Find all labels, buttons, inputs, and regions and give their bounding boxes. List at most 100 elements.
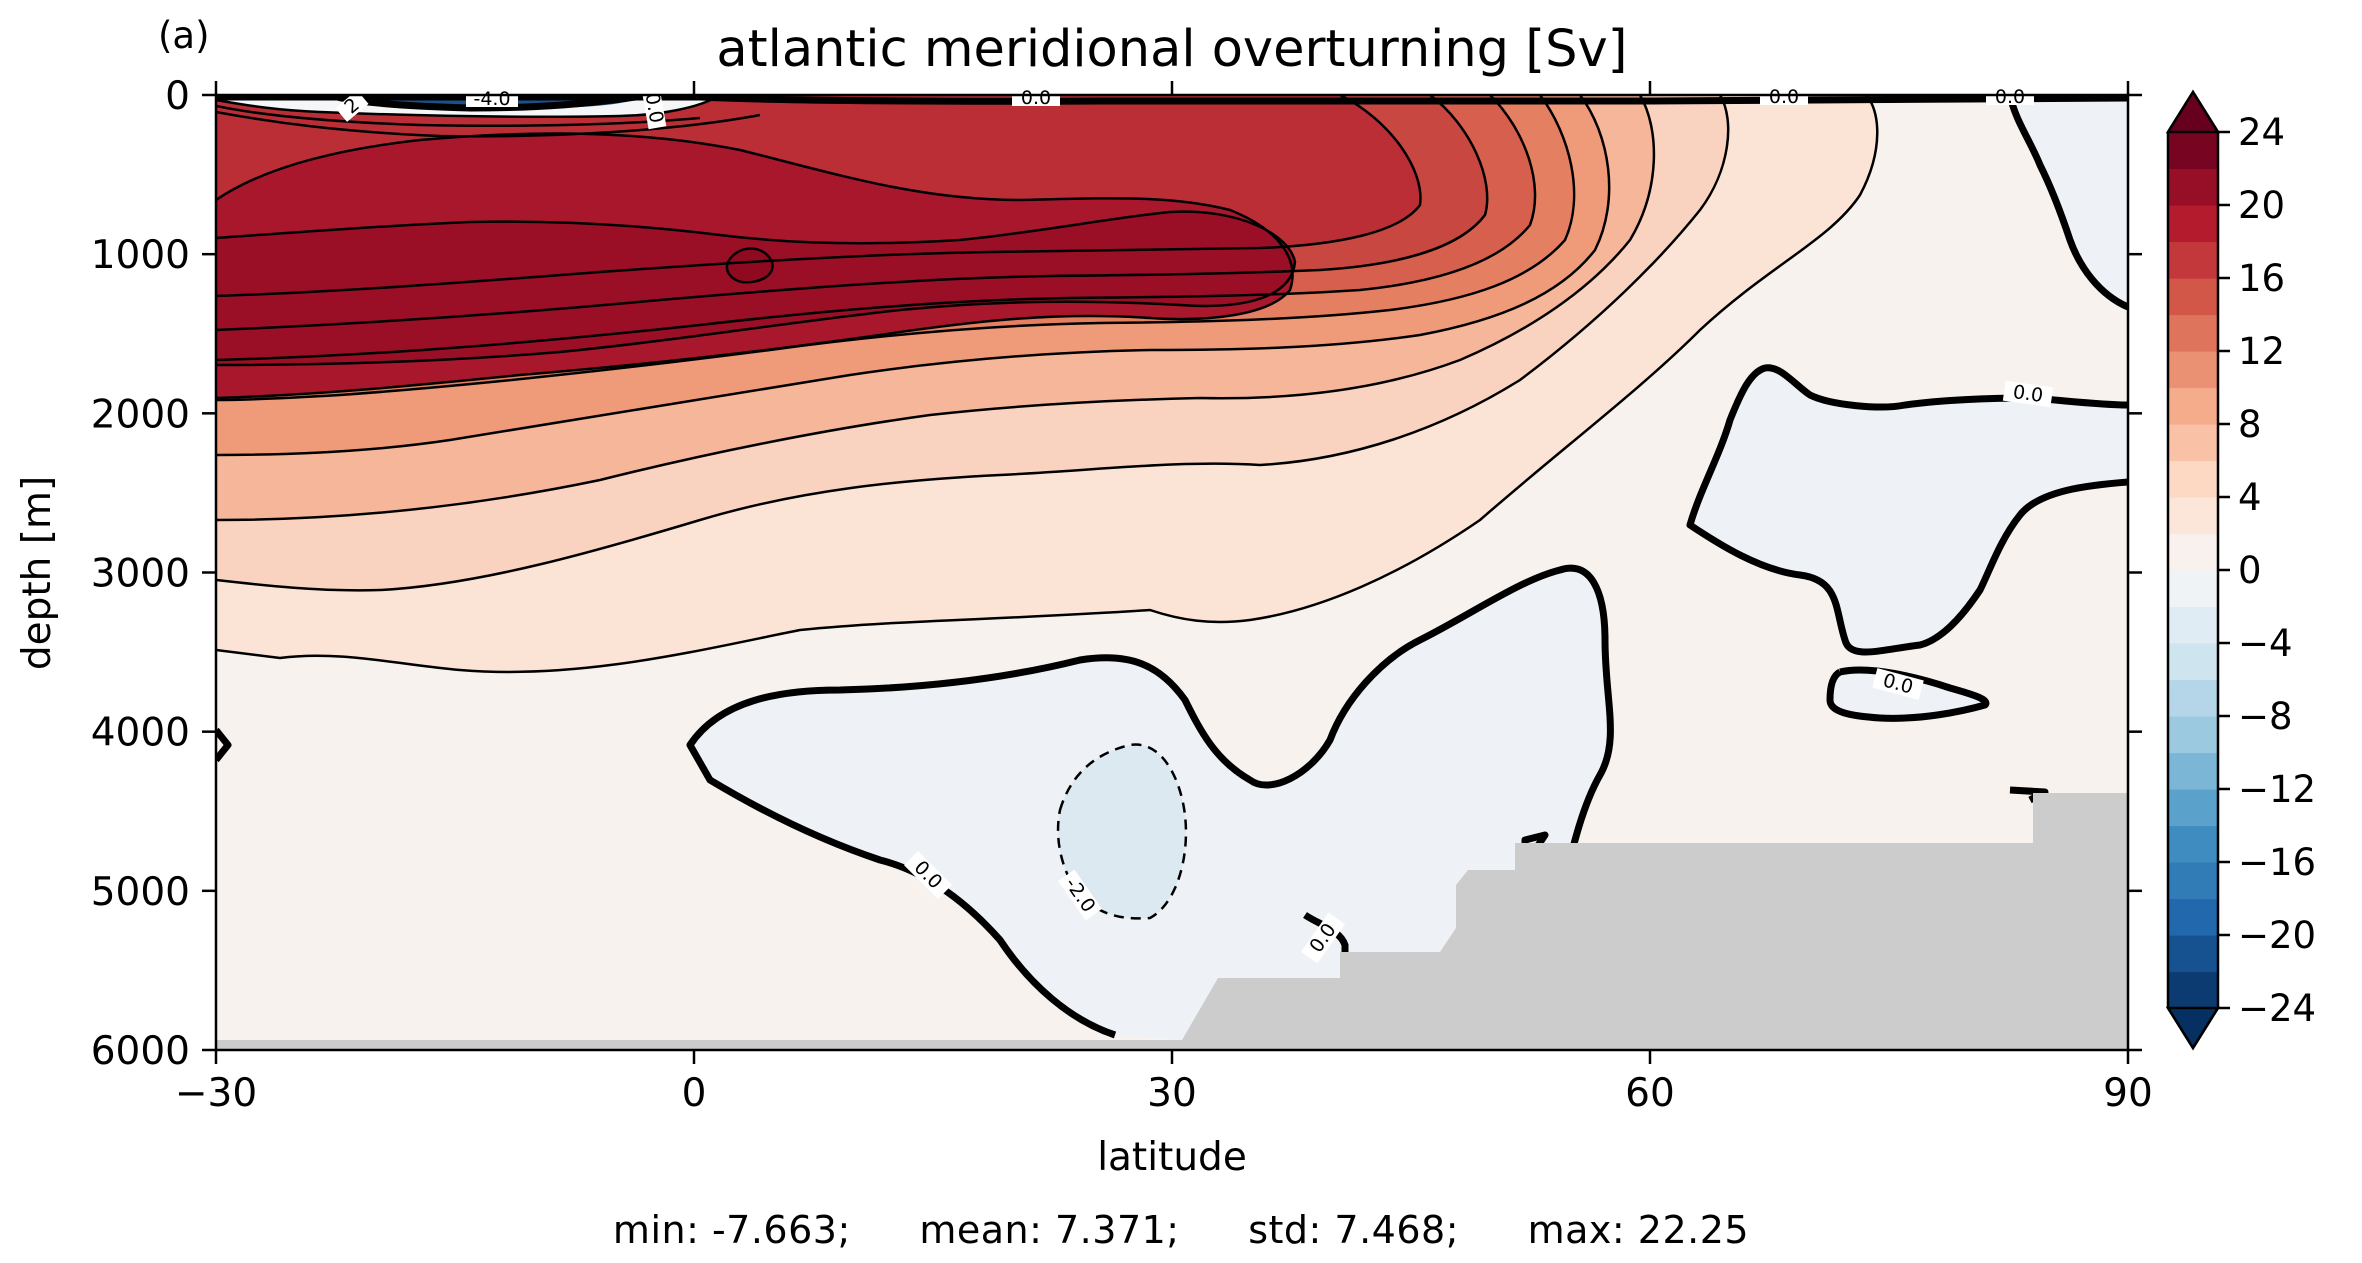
contour-line-surface-3 [216,110,761,138]
stat-std: std: 7.468; [1248,1208,1459,1252]
contour-line-6 [216,95,1656,522]
colorbar-band [2168,935,2218,973]
contour-label-1: -4.0 [466,88,518,110]
contour-label-2: 0.0 [1012,87,1060,109]
x-tick-label: 0 [682,1071,707,1116]
contour-line-4 [216,95,1730,592]
y-tick-label: 6000 [91,1029,190,1074]
plot-area [216,95,2128,1050]
colorbar-tick-label: −8 [2238,695,2293,738]
colorbar-band [2168,351,2218,389]
colorbar-tick-label: 4 [2238,476,2262,519]
x-axis-ticks: −30 0 30 60 90 [175,81,2153,1116]
colorbar-tick-label: 16 [2238,257,2285,300]
arctic-cell [2010,95,2128,307]
x-axis-label: latitude [1097,1135,1247,1180]
y-axis-label: depth [m] [15,476,60,670]
y-tick-label: 5000 [91,870,190,915]
colorbar-band [2168,971,2218,1009]
stat-mean: mean: 7.371; [919,1208,1180,1252]
contour-label-text: 0.0 [2012,381,2045,407]
colorbar-band [2168,570,2218,608]
contour-label-text: 0.0 [1995,86,2025,108]
chart-title: atlantic meridional overturning [Sv] [716,20,1627,79]
contour-line-10 [216,95,1576,402]
zero-contour-northern-a [1686,364,2128,656]
contour-label-text: 0.0 [1769,86,1799,108]
band-20-22 [216,211,1295,365]
contour-label-text: 0.0 [641,91,668,125]
contour-line-16 [216,95,1422,298]
y-tick-label: 0 [165,74,190,119]
colorbar-band [2168,533,2218,571]
colorbar-tick-label: 12 [2238,330,2285,373]
positive-cell-bands [216,95,1878,672]
colorbar-band [2168,168,2218,206]
stat-max: max: 22.25 [1527,1208,1750,1252]
contour-line-surface [216,95,721,119]
colorbar-tick-label: 0 [2238,549,2262,592]
contour-label-11: 0.0 [641,86,668,130]
colorbar-tick-label: −24 [2238,987,2316,1030]
contour-lines [216,95,1879,920]
colorbar-band [2168,825,2218,863]
zero-contour-northern-b [1826,666,1990,722]
y-tick-label: 2000 [91,392,190,437]
deep-cell-below-minus2 [1058,744,1186,919]
colorbar-band [2168,314,2218,352]
colorbar-tick-label: 20 [2238,184,2285,227]
colorbar-band [2168,643,2218,681]
y-axis-ticks: 0 1000 2000 3000 4000 5000 6000 [91,74,2142,1074]
northern-cell-a [1690,367,2128,652]
contour-line-12 [216,95,1537,362]
zero-contour-surface [216,95,2128,105]
colorbar-tick-label: 24 [2238,111,2285,154]
contour-line-surface-2 [216,104,701,127]
colorbar-band [2168,424,2218,462]
colorbar-tick-label: −16 [2238,841,2316,884]
zero-contours [216,95,2128,1039]
colorbar-band [2168,716,2218,754]
contour-label-10: 2 [335,90,369,122]
contour-labels: -4.0 0.0 0.0 0.0 0.0 0.0 0.0 -2.0 [335,86,2054,964]
contour-label-3: 0.0 [1760,86,1808,108]
colorbar-band [2168,132,2218,170]
colorbar-band [2168,497,2218,535]
stat-min: min: -7.663; [612,1208,851,1252]
panel-label: (a) [158,14,210,57]
contour-label-5: 0.0 [2002,380,2054,408]
contour-line-2 [216,95,1879,674]
contour-label-4: 0.0 [1986,86,2034,108]
colorbar-band [2168,862,2218,900]
x-tick-label: 30 [1147,1071,1197,1116]
contour-line-8 [216,95,1611,457]
colorbar: 24 20 16 12 8 4 0 −4 −8 −12 −16 −20 −24 [2165,89,2316,1051]
colorbar-band [2168,679,2218,717]
y-tick-label: 1000 [91,233,190,278]
colorbar-band [2168,241,2218,279]
colorbar-tick-label: −20 [2238,914,2316,957]
contour-label-text: 0.0 [1021,87,1051,109]
colorbar-tick-label: −12 [2238,768,2316,811]
colorbar-bands [2168,132,2218,1009]
colorbar-band [2168,898,2218,936]
colorbar-band [2168,606,2218,644]
contour-line-14 [216,95,1489,332]
colorbar-tick-label: 8 [2238,403,2262,446]
colorbar-ticks: 24 20 16 12 8 4 0 −4 −8 −12 −16 −20 −24 [2218,111,2316,1030]
zero-contour-arctic [2006,95,2128,311]
x-tick-label: 60 [1625,1071,1675,1116]
band-above-22 [726,248,773,283]
colorbar-band [2168,205,2218,243]
colorbar-band [2168,789,2218,827]
colorbar-band [2168,460,2218,498]
colorbar-band [2168,752,2218,790]
y-tick-label: 4000 [91,711,190,756]
colorbar-band [2168,278,2218,316]
y-tick-label: 3000 [91,552,190,597]
contour-line-20 [216,210,1297,367]
colorbar-tick-label: −4 [2238,622,2293,665]
contour-line-22 [725,247,774,284]
zero-contour-abyssal [686,564,1614,1039]
